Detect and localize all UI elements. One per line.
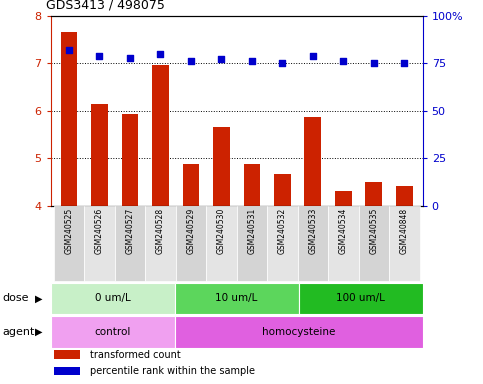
Bar <box>358 206 389 281</box>
Bar <box>51 316 175 348</box>
Bar <box>122 114 138 206</box>
Text: GSM240530: GSM240530 <box>217 208 226 255</box>
Bar <box>152 65 169 206</box>
Bar <box>237 206 267 281</box>
Bar <box>183 164 199 206</box>
Text: transformed count: transformed count <box>90 350 181 360</box>
Bar <box>389 206 420 281</box>
Point <box>370 60 378 66</box>
Bar <box>335 190 352 206</box>
Bar <box>243 164 260 206</box>
Point <box>96 53 103 59</box>
Bar <box>175 316 423 348</box>
Bar <box>304 117 321 206</box>
Point <box>279 60 286 66</box>
Text: GSM240533: GSM240533 <box>308 208 317 255</box>
Bar <box>54 206 84 281</box>
Bar <box>55 367 81 375</box>
Text: 10 um/L: 10 um/L <box>215 293 258 303</box>
Bar <box>213 127 230 206</box>
Point <box>400 60 408 66</box>
Text: GSM240532: GSM240532 <box>278 208 287 254</box>
Text: control: control <box>95 327 131 337</box>
Point <box>156 51 164 57</box>
Text: GSM240535: GSM240535 <box>369 208 378 255</box>
Point <box>65 47 73 53</box>
Bar <box>267 206 298 281</box>
Text: agent: agent <box>2 327 35 337</box>
Bar <box>115 206 145 281</box>
Text: percentile rank within the sample: percentile rank within the sample <box>90 366 255 376</box>
Text: GSM240526: GSM240526 <box>95 208 104 254</box>
Text: ▶: ▶ <box>35 327 43 337</box>
Point <box>217 56 225 63</box>
Point <box>340 58 347 65</box>
Bar <box>176 206 206 281</box>
Bar <box>145 206 176 281</box>
Point <box>187 58 195 65</box>
Text: dose: dose <box>2 293 29 303</box>
Text: GSM240528: GSM240528 <box>156 208 165 254</box>
Bar <box>91 104 108 206</box>
Text: homocysteine: homocysteine <box>262 327 335 337</box>
Bar <box>328 206 358 281</box>
Bar <box>206 206 237 281</box>
Text: GSM240529: GSM240529 <box>186 208 196 254</box>
Text: ▶: ▶ <box>35 293 43 303</box>
Text: GSM240848: GSM240848 <box>400 208 409 254</box>
Text: 100 um/L: 100 um/L <box>336 293 385 303</box>
Text: GSM240527: GSM240527 <box>126 208 134 254</box>
Bar <box>61 32 77 206</box>
Bar <box>84 206 115 281</box>
Point <box>248 58 256 65</box>
Bar <box>366 182 382 206</box>
Text: 0 um/L: 0 um/L <box>95 293 130 303</box>
Text: GDS3413 / 498075: GDS3413 / 498075 <box>46 0 165 12</box>
Bar <box>175 283 298 314</box>
Point <box>126 55 134 61</box>
Text: GSM240534: GSM240534 <box>339 208 348 255</box>
Bar <box>274 174 291 206</box>
Text: GSM240525: GSM240525 <box>65 208 73 254</box>
Point <box>309 53 317 59</box>
Bar <box>396 186 412 206</box>
Bar <box>298 283 423 314</box>
Bar <box>55 351 81 359</box>
Bar <box>298 206 328 281</box>
Text: GSM240531: GSM240531 <box>247 208 256 254</box>
Bar <box>51 283 175 314</box>
